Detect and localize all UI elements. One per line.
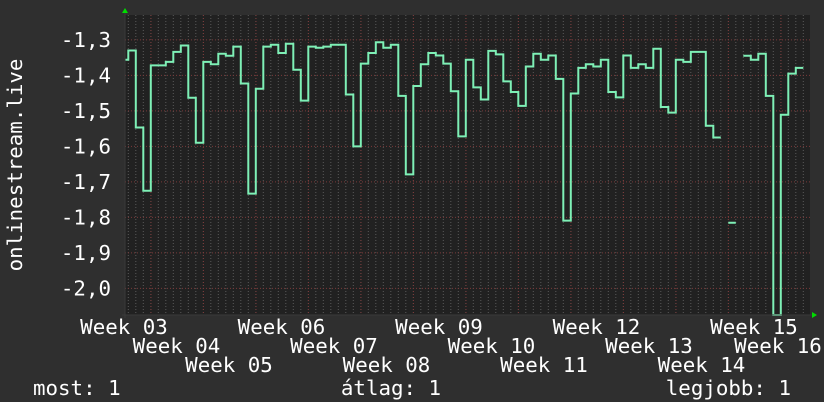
x-tick-label: Week 10 xyxy=(448,334,536,358)
plot-area xyxy=(125,15,810,315)
y-tick-label: -2,0 xyxy=(61,276,111,300)
x-tick-label: Week 03 xyxy=(80,315,168,339)
x-tick-label: Week 06 xyxy=(238,315,326,339)
x-tick-label: Week 16 xyxy=(734,334,822,358)
x-axis-arrow-icon xyxy=(812,312,817,318)
x-tick-label: Week 08 xyxy=(343,353,431,377)
legend-current: most: 1 xyxy=(33,376,121,400)
x-tick-label: Week 11 xyxy=(500,353,588,377)
y-tick-label: -1,4 xyxy=(61,63,111,87)
x-tick-label: Week 13 xyxy=(605,334,693,358)
x-tick-label: Week 15 xyxy=(710,315,798,339)
x-tick-label: Week 07 xyxy=(290,334,378,358)
x-tick-label: Week 12 xyxy=(553,315,641,339)
x-tick-label: Week 09 xyxy=(395,315,483,339)
x-tick-label: Week 14 xyxy=(658,353,746,377)
y-axis-label: onlinestream.live xyxy=(3,59,27,272)
y-tick-label: -1,7 xyxy=(61,170,111,194)
y-tick-label: -1,6 xyxy=(61,134,111,158)
axes xyxy=(122,8,817,318)
x-tick-label: Week 04 xyxy=(133,334,221,358)
y-tick-label: -1,9 xyxy=(61,241,111,265)
y-axis-arrow-icon xyxy=(122,8,128,13)
x-tick-label: Week 05 xyxy=(185,353,273,377)
y-tick-label: -1,5 xyxy=(61,99,111,123)
grid xyxy=(125,15,810,315)
legend-average: átlag: 1 xyxy=(341,376,441,400)
y-tick-label: -1,8 xyxy=(61,205,111,229)
legend-max: legjobb: 1 xyxy=(666,376,791,400)
y-axis-ticks: -1,3 -1,4 -1,5 -1,6 -1,7 -1,8 -1,9 -2,0 xyxy=(61,28,111,301)
series-line xyxy=(125,41,804,316)
y-tick-label: -1,3 xyxy=(61,28,111,52)
